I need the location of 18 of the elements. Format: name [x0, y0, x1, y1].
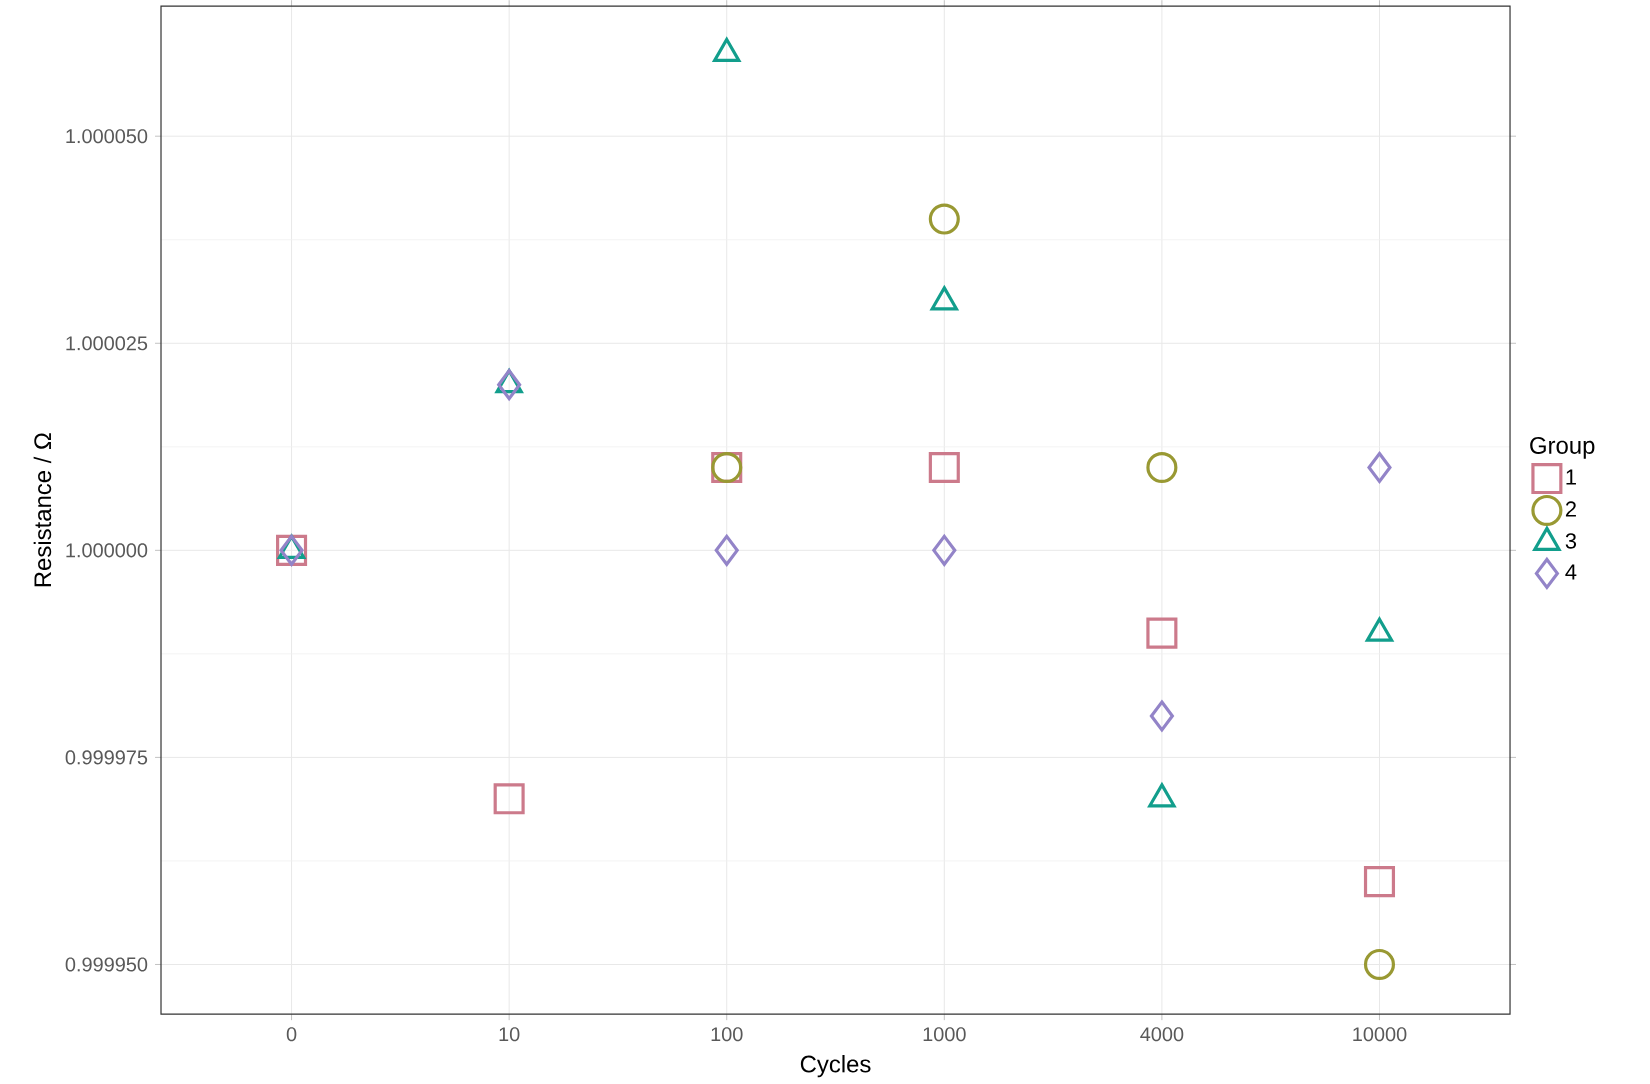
legend-title: Group	[1530, 437, 1595, 459]
y-tick-label: 1.000050	[66, 129, 148, 144]
x-tick-label: 0	[286, 1027, 297, 1042]
legend-label: 2	[1565, 501, 1576, 517]
y-tick-label: 0.999950	[65, 957, 148, 972]
x-axis-title: Cycles	[800, 1055, 871, 1078]
y-axis-title: Resistance / Ω	[33, 433, 52, 587]
legend-label: 4	[1565, 564, 1577, 580]
y-tick-label: 1.000025	[66, 336, 148, 351]
legend-label: 3	[1565, 533, 1577, 549]
x-tick-label: 10	[499, 1027, 520, 1042]
x-tick-label: 10000	[1353, 1027, 1407, 1042]
x-tick-label: 100	[711, 1027, 743, 1042]
legend-label: 1	[1566, 469, 1576, 485]
x-tick-label: 4000	[1140, 1027, 1184, 1042]
y-tick-label: 1.000000	[66, 543, 148, 558]
x-tick-label: 1000	[923, 1027, 966, 1042]
y-tick-label: 0.999975	[65, 750, 148, 765]
